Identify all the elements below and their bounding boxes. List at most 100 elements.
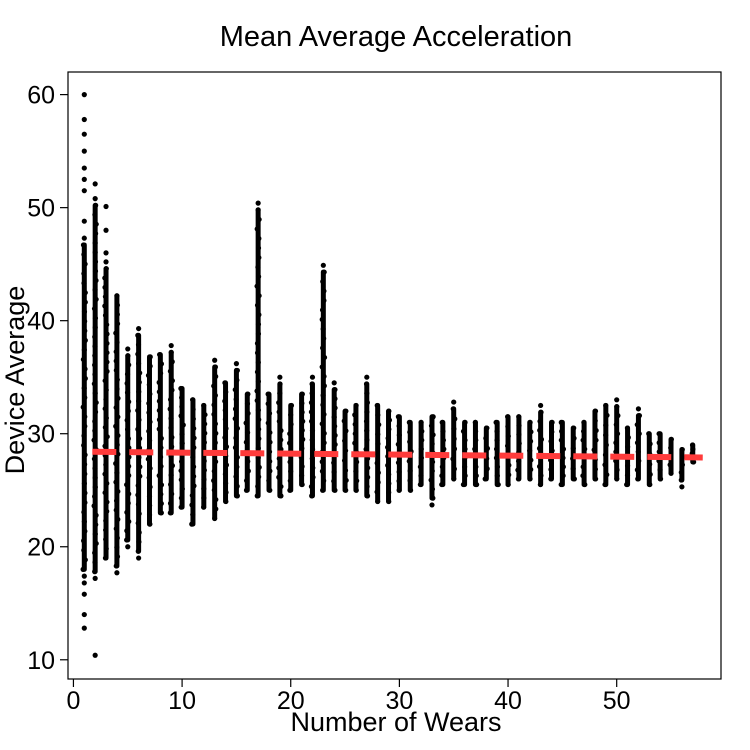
data-point xyxy=(255,445,261,451)
data-point xyxy=(243,478,250,484)
data-point xyxy=(104,331,110,337)
data-point xyxy=(624,472,631,478)
data-point xyxy=(169,444,175,450)
data-point xyxy=(82,528,88,534)
data-point xyxy=(189,502,195,508)
data-point-outlier xyxy=(212,357,218,363)
point-column xyxy=(91,181,99,658)
data-point xyxy=(678,469,684,476)
data-point xyxy=(494,473,500,479)
data-point xyxy=(92,334,98,340)
data-point xyxy=(114,302,121,308)
data-point xyxy=(615,413,621,419)
data-point xyxy=(80,404,86,410)
data-point xyxy=(439,481,445,488)
data-point xyxy=(505,481,511,488)
data-point xyxy=(81,251,87,258)
data-point xyxy=(113,507,119,513)
data-point xyxy=(135,407,141,414)
data-point xyxy=(462,437,468,443)
data-point xyxy=(319,468,326,474)
data-point xyxy=(115,451,121,457)
data-point xyxy=(300,418,306,424)
data-point xyxy=(482,476,488,482)
data-point xyxy=(418,455,424,461)
data-point xyxy=(679,446,685,453)
data-point xyxy=(396,487,402,493)
data-point xyxy=(549,448,555,454)
data-point xyxy=(462,464,468,470)
data-point-outlier xyxy=(92,195,98,202)
data-point xyxy=(375,441,381,447)
data-point xyxy=(407,477,413,484)
data-point xyxy=(450,406,456,412)
data-point xyxy=(309,446,316,452)
data-point xyxy=(91,306,98,312)
data-point xyxy=(537,481,544,488)
data-point xyxy=(689,442,696,448)
data-point xyxy=(156,426,162,432)
data-point xyxy=(146,382,152,388)
data-point xyxy=(310,474,316,480)
data-point xyxy=(113,404,119,411)
data-point xyxy=(276,418,282,424)
data-point xyxy=(668,470,674,476)
data-point xyxy=(124,537,130,543)
data-point-outlier xyxy=(81,148,87,154)
data-point xyxy=(364,409,370,415)
data-point-outlier xyxy=(81,573,87,579)
data-point xyxy=(538,472,544,479)
data-point xyxy=(278,428,284,434)
data-point xyxy=(92,493,98,500)
data-point xyxy=(276,455,282,462)
data-point xyxy=(136,539,142,545)
data-point xyxy=(287,440,293,446)
data-point xyxy=(625,434,631,441)
y-axis-label: Device Average xyxy=(0,286,30,475)
data-point xyxy=(234,454,240,460)
data-point xyxy=(136,379,142,385)
data-point xyxy=(113,349,119,355)
data-point xyxy=(147,484,153,490)
data-point xyxy=(202,412,208,418)
data-point xyxy=(430,414,436,420)
data-point xyxy=(104,350,110,356)
data-point xyxy=(92,259,99,265)
data-point xyxy=(82,471,88,477)
data-point-outlier xyxy=(255,200,261,206)
data-point xyxy=(571,425,577,431)
data-point xyxy=(494,428,500,434)
data-point-outlier xyxy=(81,580,87,586)
data-point xyxy=(634,422,640,428)
data-point xyxy=(102,471,108,477)
data-point xyxy=(255,359,261,366)
y-tick-label: 60 xyxy=(27,82,55,110)
y-tick-label: 20 xyxy=(27,534,55,562)
data-point xyxy=(342,467,349,474)
data-point xyxy=(82,490,88,496)
data-point xyxy=(147,502,153,509)
data-point xyxy=(81,433,87,439)
data-point xyxy=(429,459,436,465)
data-point xyxy=(570,445,576,452)
data-point xyxy=(212,459,219,465)
data-point xyxy=(614,476,620,482)
data-point xyxy=(516,431,522,438)
data-point xyxy=(254,226,260,232)
data-point xyxy=(267,458,273,465)
data-point xyxy=(244,429,251,436)
data-point xyxy=(364,390,370,396)
data-point xyxy=(211,487,217,493)
data-point xyxy=(602,462,608,468)
data-point xyxy=(82,318,88,324)
data-point xyxy=(332,387,338,393)
data-point xyxy=(593,476,599,482)
data-point xyxy=(341,418,347,424)
data-point xyxy=(191,483,197,489)
data-point xyxy=(690,446,696,452)
data-point xyxy=(179,431,185,437)
data-point xyxy=(147,363,153,369)
point-column xyxy=(689,442,697,465)
data-point xyxy=(321,430,327,436)
data-point xyxy=(92,343,98,349)
